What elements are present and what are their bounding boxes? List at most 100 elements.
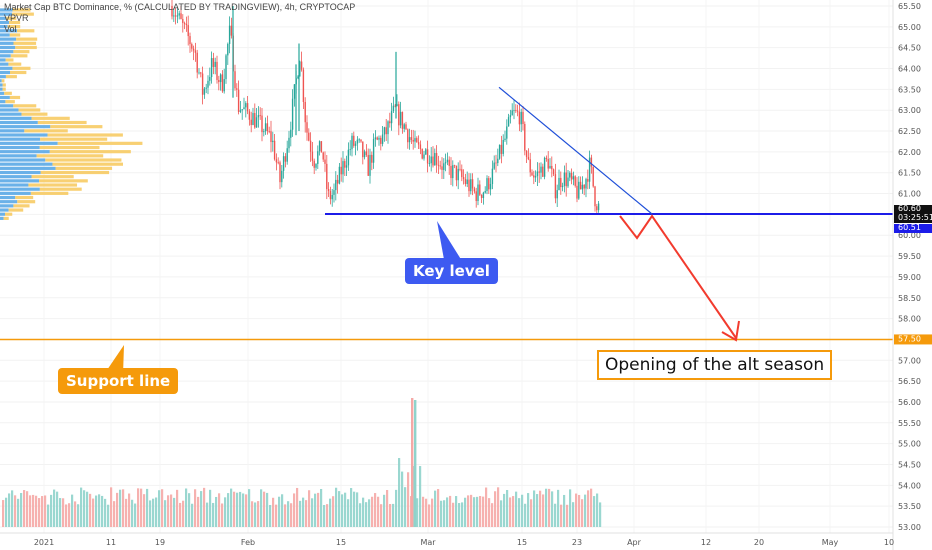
volume-bar: [71, 494, 74, 527]
candle-body: [200, 72, 202, 74]
volume-bar: [536, 494, 539, 527]
indicator-vpvr[interactable]: VPVR: [4, 13, 29, 23]
volume-bar: [134, 503, 137, 527]
volume-bar: [275, 504, 278, 527]
x-tick-label: 15: [517, 538, 527, 547]
vpvr-bar-down: [39, 145, 100, 150]
candle-body: [576, 185, 578, 199]
candle-body: [363, 151, 366, 158]
vpvr-bar-up: [0, 204, 14, 208]
candle-body: [417, 142, 420, 145]
candle-body: [239, 110, 242, 112]
price-label-support-bg: [894, 334, 932, 345]
support-pointer: [105, 345, 124, 375]
candle-body: [347, 149, 350, 166]
volume-bar: [236, 492, 239, 527]
candle-body: [358, 139, 360, 141]
vpvr-bar-up: [0, 133, 48, 137]
y-tick-label: 62.50: [898, 127, 921, 136]
x-tick-label: 10: [884, 538, 894, 547]
chart-header: Market Cap BTC Dominance, % (CALCULATED …: [4, 2, 355, 35]
volume-bar: [326, 504, 329, 527]
vpvr-bar-down: [3, 216, 9, 220]
volume-bar: [494, 491, 497, 527]
candle-body: [408, 137, 411, 143]
candle-body: [588, 157, 591, 182]
candle-body: [196, 52, 198, 73]
volume-bar: [284, 504, 287, 527]
volume-bar: [497, 487, 500, 527]
volume-bar: [116, 492, 119, 527]
price-label-current: 60.60: [898, 204, 921, 213]
volume-bar: [287, 501, 290, 527]
candle-body: [194, 50, 197, 53]
candle-body: [462, 177, 465, 180]
volume-bar: [392, 503, 395, 527]
volume-bar: [362, 497, 365, 527]
candle-body: [367, 155, 369, 176]
volume-bar: [158, 490, 161, 527]
candle-body: [497, 158, 499, 164]
candle-body: [450, 165, 452, 179]
volume-bar: [197, 496, 200, 527]
candle-body: [531, 172, 533, 176]
x-tick-label: Apr: [627, 538, 642, 547]
volume-bar: [26, 491, 29, 527]
x-tick-label: 23: [572, 538, 582, 547]
candle-body: [430, 156, 432, 164]
vpvr-bar-up: [0, 41, 14, 45]
candle-body: [212, 58, 215, 67]
vpvr-bar-up: [0, 150, 50, 154]
y-tick-label: 61.00: [898, 190, 921, 199]
candle-body: [446, 159, 449, 163]
candle-body: [518, 111, 521, 125]
candle-body: [561, 185, 564, 188]
volume-bar: [443, 500, 446, 527]
volume-bars: [2, 398, 602, 527]
candle-body: [398, 104, 400, 126]
volume-bar: [209, 489, 212, 527]
volume-bar: [203, 487, 206, 527]
vpvr-bar-up: [0, 20, 10, 25]
price-label-key-level-bg: [894, 224, 932, 233]
volume-bar: [308, 490, 311, 527]
vpvr-bar-up: [0, 116, 32, 120]
volume-bar: [29, 495, 32, 527]
candle-body: [189, 36, 191, 45]
candle-body: [342, 161, 344, 175]
candle-body: [221, 74, 224, 92]
volume-bar: [509, 497, 512, 527]
volume-bar: [470, 494, 473, 527]
candle-body: [567, 177, 569, 187]
candle-body: [509, 115, 512, 118]
volume-bar: [302, 497, 305, 527]
volume-bar: [290, 503, 293, 527]
y-tick-label: 56.50: [898, 377, 921, 386]
volume-bar: [512, 496, 515, 527]
indicator-vol[interactable]: Vol: [4, 24, 17, 34]
volume-bar: [428, 504, 431, 527]
candle-body: [282, 156, 285, 171]
volume-bar: [338, 491, 341, 527]
vpvr-bar-up: [0, 108, 19, 112]
candle-body: [218, 79, 220, 83]
candle-body: [327, 189, 330, 192]
candle-body: [572, 176, 575, 180]
volume-bar: [539, 490, 542, 527]
volume-bar: [254, 502, 257, 527]
vpvr-bar-down: [4, 212, 13, 216]
volume-bar: [473, 497, 476, 527]
candle-body: [250, 119, 252, 125]
candle-body: [293, 84, 296, 99]
vpvr-bar-down: [8, 208, 24, 212]
vpvr-bar-up: [0, 137, 41, 141]
candle-body: [187, 25, 189, 37]
vpvr-bar-down: [13, 104, 37, 108]
candle-body: [259, 115, 261, 116]
candle-body: [306, 122, 308, 133]
vpvr-bar-up: [0, 195, 16, 200]
vpvr-bar-down: [9, 20, 21, 25]
candle-body: [173, 15, 175, 17]
volume-bar: [206, 502, 209, 527]
y-tick-label: 55.50: [898, 419, 921, 428]
